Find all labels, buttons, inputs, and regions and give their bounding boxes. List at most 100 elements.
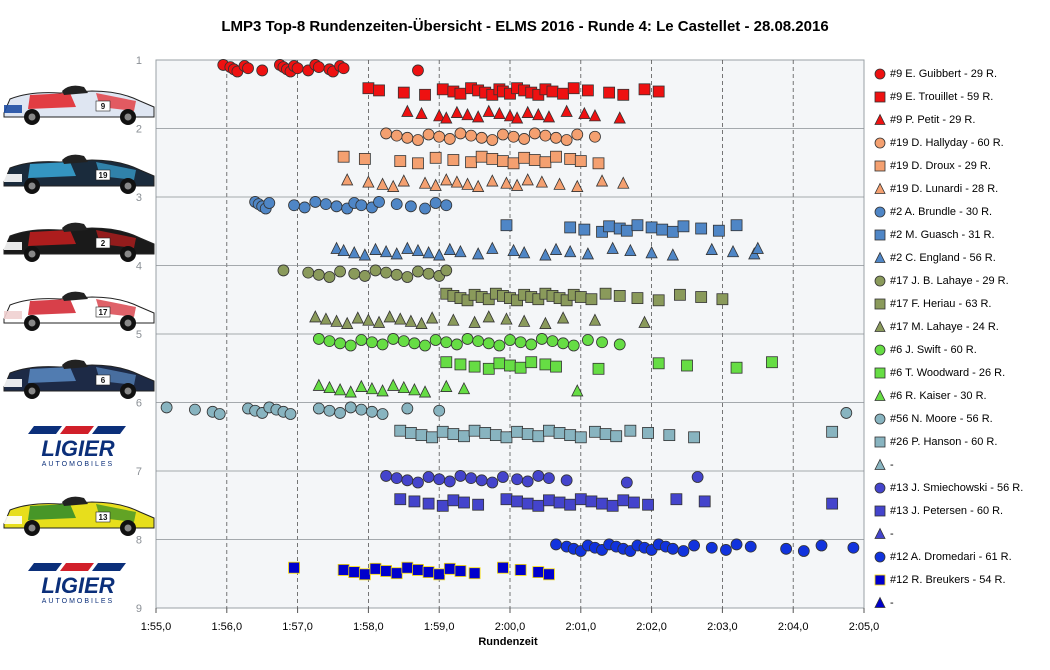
data-point <box>528 127 541 140</box>
y-tick-label: 4 <box>136 261 142 273</box>
data-point <box>380 127 393 140</box>
svg-text:9: 9 <box>101 102 106 111</box>
svg-text:LIGIER: LIGIER <box>41 573 114 598</box>
data-point <box>429 178 442 191</box>
data-point <box>404 427 417 439</box>
data-point <box>543 494 555 507</box>
data-point <box>574 431 587 444</box>
data-point <box>500 176 513 189</box>
data-point <box>468 360 481 373</box>
data-point <box>504 334 516 346</box>
legend: #9 E. Guibbert - 29 R. #9 E. Trouillet - … <box>872 62 1047 614</box>
x-tick-label: 2:01,0 <box>566 621 597 633</box>
y-tick-label: 9 <box>136 603 142 615</box>
y-tick-label: 5 <box>136 329 142 341</box>
data-point <box>546 85 559 98</box>
data-point <box>425 311 439 324</box>
svg-text:2: 2 <box>101 239 106 248</box>
data-point <box>521 105 534 118</box>
legend-marker <box>874 344 886 355</box>
data-point <box>373 84 385 97</box>
data-point <box>397 174 410 187</box>
legend-label: #9 E. Trouillet - 59 R. <box>890 90 994 103</box>
legend-marker <box>874 574 886 585</box>
data-point <box>695 222 708 235</box>
data-point <box>362 82 375 95</box>
data-point <box>539 316 552 329</box>
data-point <box>617 494 630 507</box>
legend-label: #6 J. Swift - 60 R. <box>890 343 977 356</box>
data-point <box>440 264 453 277</box>
data-point <box>387 179 400 192</box>
data-point <box>355 334 368 346</box>
legend-swatch <box>874 413 886 424</box>
data-point <box>528 154 541 166</box>
data-point <box>567 82 580 95</box>
data-point <box>550 538 562 551</box>
data-point <box>394 424 407 437</box>
data-point <box>514 361 527 374</box>
data-point <box>323 335 336 348</box>
data-point <box>380 565 393 577</box>
data-point <box>440 356 453 369</box>
data-point <box>510 111 524 124</box>
data-point <box>450 105 464 118</box>
data-point <box>454 358 467 371</box>
legend-marker <box>874 596 886 608</box>
data-point <box>404 314 418 327</box>
data-point <box>401 131 414 144</box>
legend-item: #12 R. Breukers - 54 R. <box>872 568 1047 591</box>
data-point <box>309 310 322 323</box>
legend-swatch <box>874 458 886 470</box>
svg-text:AUTOMOBILES: AUTOMOBILES <box>42 598 114 605</box>
data-point <box>521 497 534 510</box>
x-tick-label: 1:57,0 <box>282 621 313 633</box>
data-point <box>652 85 665 98</box>
data-point <box>510 178 524 191</box>
data-point <box>312 268 325 281</box>
data-point <box>596 336 608 349</box>
data-point <box>585 293 598 306</box>
data-point <box>443 562 456 575</box>
legend-marker <box>874 413 886 424</box>
data-point <box>564 221 577 234</box>
data-point <box>539 248 552 261</box>
data-point <box>426 431 439 444</box>
data-point <box>351 311 364 324</box>
data-point <box>628 496 640 509</box>
data-point <box>588 313 602 326</box>
data-point <box>539 156 552 169</box>
data-point <box>500 493 513 506</box>
data-point <box>213 408 226 420</box>
data-point <box>507 157 520 170</box>
data-point <box>716 293 729 306</box>
data-point <box>291 62 304 75</box>
data-point <box>497 155 509 168</box>
legend-label: #19 D. Lunardi - 28 R. <box>890 182 999 195</box>
data-point <box>525 338 538 351</box>
data-point <box>532 470 545 482</box>
legend-swatch <box>874 389 886 401</box>
data-point <box>532 499 545 512</box>
x-tick-label: 1:58,0 <box>353 621 384 633</box>
data-point <box>677 545 690 557</box>
svg-text:13: 13 <box>99 513 108 522</box>
legend-marker <box>874 91 886 102</box>
data-point <box>465 156 477 169</box>
data-point <box>408 383 421 396</box>
legend-marker <box>874 482 886 493</box>
data-point <box>422 497 435 510</box>
data-point <box>479 427 492 439</box>
legend-label: #13 J. Petersen - 60 R. <box>890 504 1004 517</box>
data-point <box>189 403 201 416</box>
data-point <box>826 497 839 510</box>
data-point <box>550 360 562 373</box>
data-point <box>454 87 467 100</box>
data-point <box>411 243 425 257</box>
legend-label: #9 P. Petit - 29 R. <box>890 113 976 126</box>
data-point <box>312 378 325 391</box>
data-point <box>606 241 619 254</box>
legend-swatch <box>874 551 886 562</box>
legend-swatch <box>874 91 886 102</box>
data-point <box>387 378 400 391</box>
